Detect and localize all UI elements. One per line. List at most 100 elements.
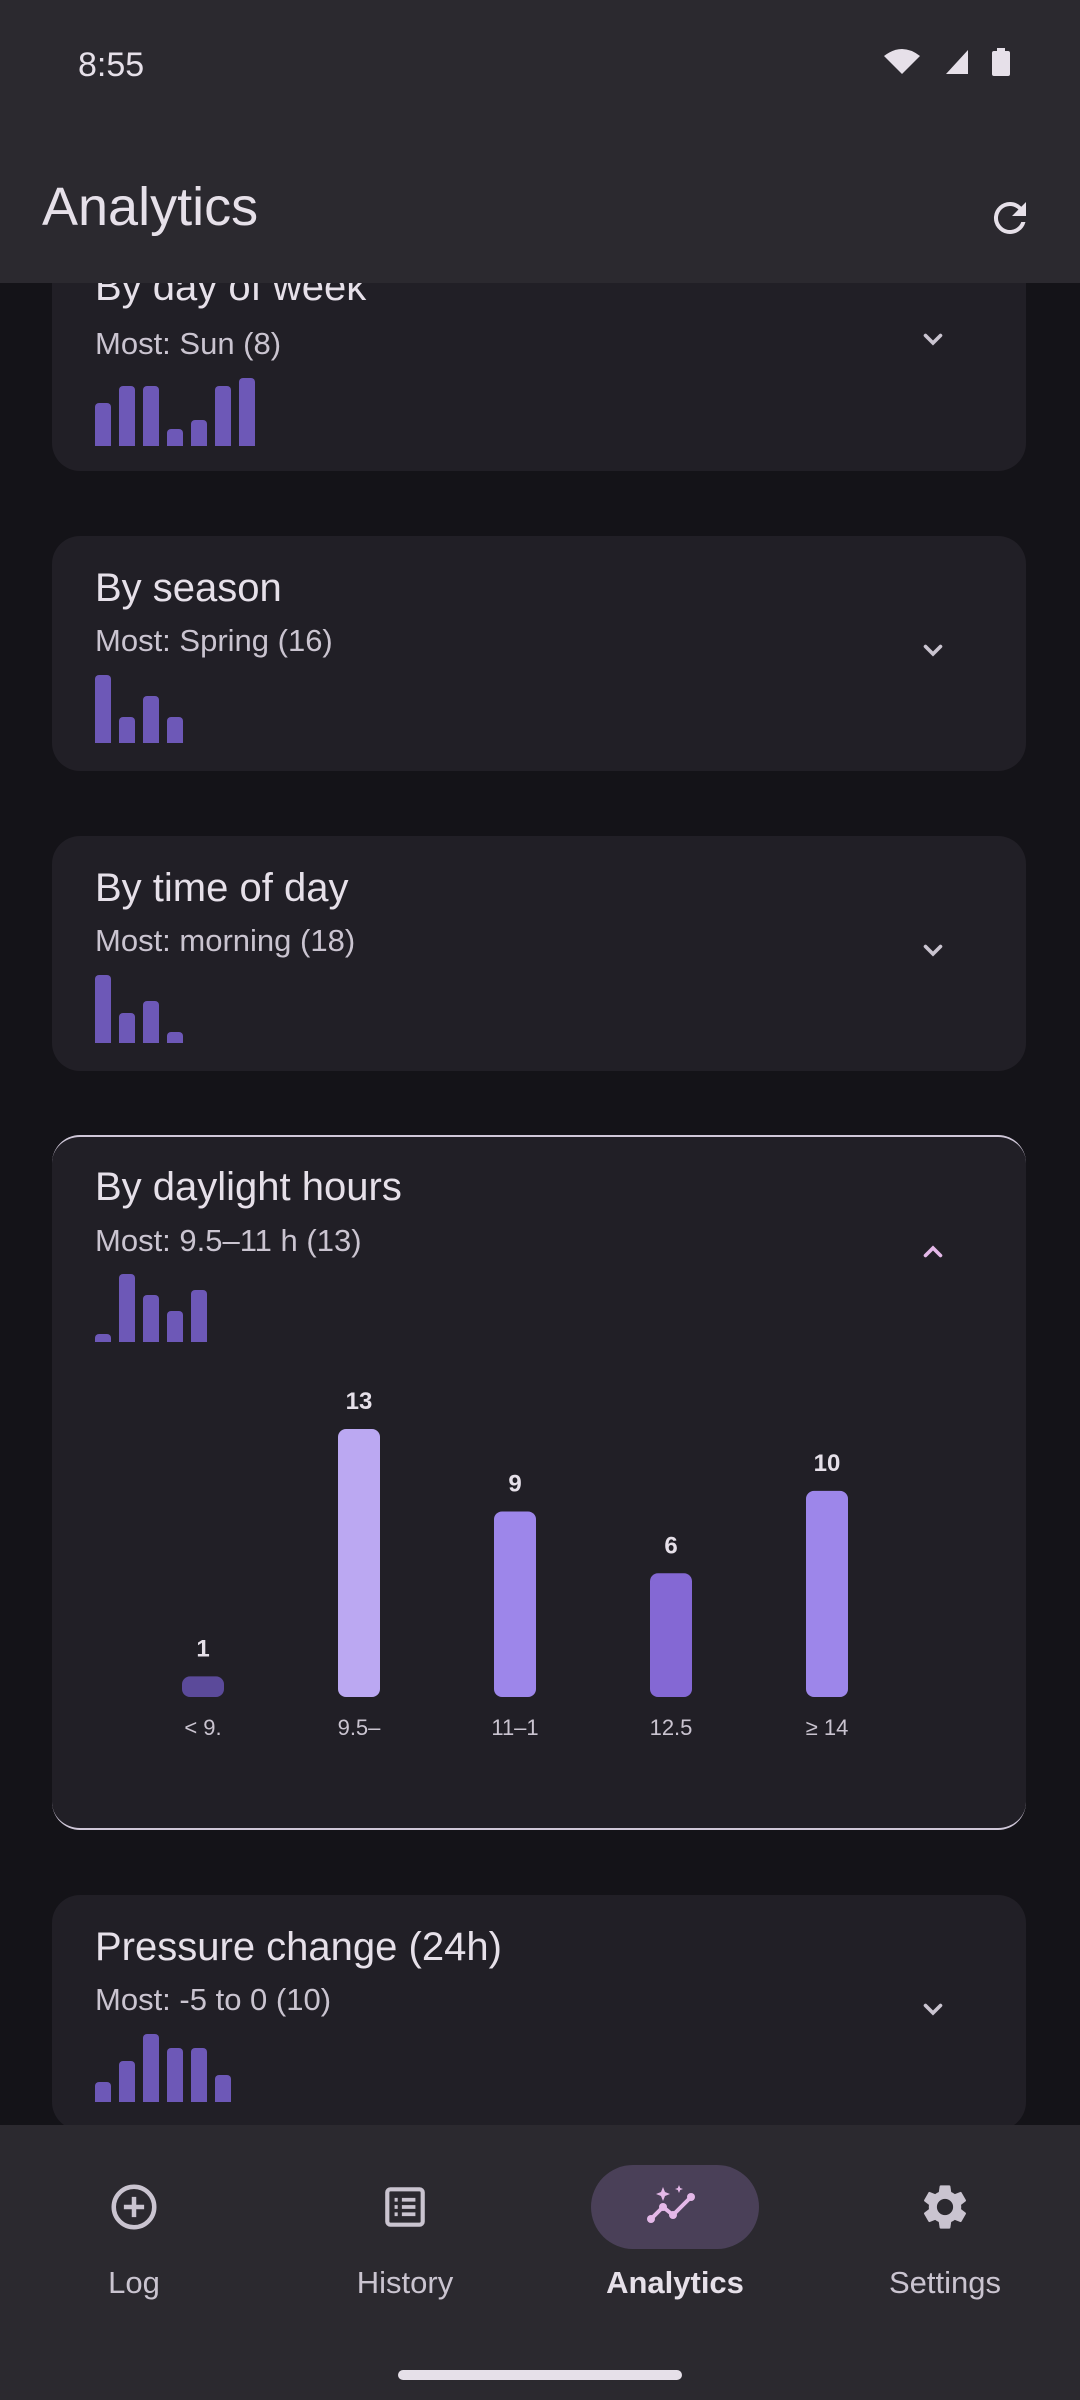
data-label: 6 [664, 1532, 677, 1559]
chevron-down-icon [923, 2003, 943, 2016]
chart-bar [338, 1429, 380, 1697]
mini-bar [95, 403, 111, 446]
data-label: 1 [196, 1635, 209, 1662]
tick-label: 11–1 [491, 1715, 538, 1740]
mini-chart [95, 1272, 207, 1342]
mini-bar [215, 2075, 231, 2102]
daylight-bar-chart: 1 < 9. 13 9.5– 9 11–1 6 12.5 10 ≥ 14 [182, 1388, 849, 1740]
wifi-icon [884, 49, 920, 74]
nav-label: Settings [888, 2265, 1001, 2300]
card-title: By time of day [95, 866, 349, 910]
chart-bar [494, 1511, 536, 1697]
mini-chart [95, 973, 183, 1043]
chart-bar [806, 1490, 848, 1697]
insights-icon [647, 2185, 695, 2223]
expand-button[interactable] [908, 626, 958, 676]
card-by-daylight-hours[interactable]: By daylight hours Most: 9.5–11 h (13) 1 <… [52, 1135, 1026, 1830]
nav-label: Analytics [606, 2265, 744, 2300]
nav-item-history[interactable]: History [295, 2165, 515, 2325]
add-circle-icon [111, 2184, 157, 2230]
card-title: By day of week [95, 283, 367, 309]
chevron-down-icon [923, 944, 943, 957]
card-by-day-of-week[interactable]: By day of week Most: Sun (8) [52, 283, 1026, 471]
card-subtitle: Most: 9.5–11 h (13) [95, 1223, 362, 1258]
mini-bar [143, 1295, 159, 1342]
card-subtitle: Most: morning (18) [95, 923, 356, 958]
page-title: Analytics [42, 177, 259, 237]
mini-bar [191, 420, 207, 446]
card-subtitle: Most: -5 to 0 (10) [95, 1982, 332, 2017]
gear-icon [923, 2185, 967, 2229]
chart-bar [182, 1676, 224, 1697]
mini-chart [95, 2032, 231, 2102]
data-label: 9 [508, 1470, 521, 1497]
tick-label: < 9. [184, 1715, 221, 1740]
analytics-list[interactable]: By day of week Most: Sun (8) By season M… [0, 283, 1080, 2125]
nav-label: History [356, 2265, 454, 2300]
mini-bar [119, 1274, 135, 1342]
nav-pill [861, 2165, 1029, 2249]
mini-bar [95, 2082, 111, 2102]
mini-bar [191, 2048, 207, 2102]
chevron-up-icon [923, 1245, 943, 1258]
status-icons [882, 48, 1010, 76]
nav-pill-active [591, 2165, 759, 2249]
mini-bar [191, 1290, 207, 1342]
card-by-time-of-day[interactable]: By time of day Most: morning (18) [52, 836, 1026, 1071]
collapse-button[interactable] [908, 1226, 958, 1276]
card-by-season[interactable]: By season Most: Spring (16) [52, 536, 1026, 771]
nav-item-settings[interactable]: Settings [835, 2165, 1055, 2325]
mini-bar [167, 1032, 183, 1043]
mini-bar [95, 975, 111, 1043]
refresh-button[interactable] [970, 178, 1050, 258]
mini-bar [95, 675, 111, 743]
mini-bar [167, 2048, 183, 2102]
status-bar: 8:55 [0, 0, 1080, 90]
refresh-icon [993, 201, 1026, 234]
top-app-bar: Analytics [0, 90, 1080, 283]
card-subtitle: Most: Spring (16) [95, 623, 333, 658]
mini-bar [167, 429, 183, 446]
nav-label: Log [108, 2265, 160, 2300]
nav-pill [50, 2165, 218, 2249]
data-label: 13 [346, 1388, 373, 1415]
status-time: 8:55 [78, 46, 145, 84]
tick-label: 12.5 [650, 1715, 693, 1740]
expand-button[interactable] [908, 926, 958, 976]
mini-bar [143, 1001, 159, 1043]
mini-bar [143, 696, 159, 743]
mini-bar [167, 717, 183, 743]
nav-item-log[interactable]: Log [24, 2165, 244, 2325]
mini-bar [215, 386, 231, 446]
mini-bar [95, 1334, 111, 1342]
nav-item-analytics[interactable]: Analytics [565, 2165, 785, 2325]
home-indicator [398, 2370, 682, 2380]
expand-button[interactable] [908, 315, 958, 365]
mini-bar [119, 717, 135, 743]
bottom-navigation: Log History Analytics Sett [0, 2125, 1080, 2400]
card-pressure-change[interactable]: Pressure change (24h) Most: -5 to 0 (10) [52, 1895, 1026, 2125]
mini-bar [167, 1311, 183, 1342]
expand-button[interactable] [908, 1985, 958, 2035]
mini-bar [143, 386, 159, 446]
mini-bar [239, 378, 255, 446]
nav-pill [321, 2165, 489, 2249]
battery-icon [992, 48, 1010, 76]
signal-icon [946, 50, 968, 74]
data-label: 10 [814, 1450, 841, 1477]
chevron-down-icon [923, 644, 943, 657]
tick-label: ≥ 14 [806, 1715, 849, 1740]
card-title: By season [95, 566, 282, 610]
list-icon [385, 2187, 425, 2227]
card-title: Pressure change (24h) [95, 1925, 502, 1969]
tick-label: 9.5– [338, 1715, 382, 1740]
mini-bar [119, 386, 135, 446]
card-title: By daylight hours [95, 1165, 402, 1209]
mini-bar [119, 1013, 135, 1043]
mini-bar [143, 2034, 159, 2102]
mini-chart [95, 673, 183, 743]
chevron-down-icon [923, 333, 943, 346]
mini-chart [95, 376, 255, 446]
card-subtitle: Most: Sun (8) [95, 326, 282, 361]
chart-bar [650, 1573, 692, 1697]
